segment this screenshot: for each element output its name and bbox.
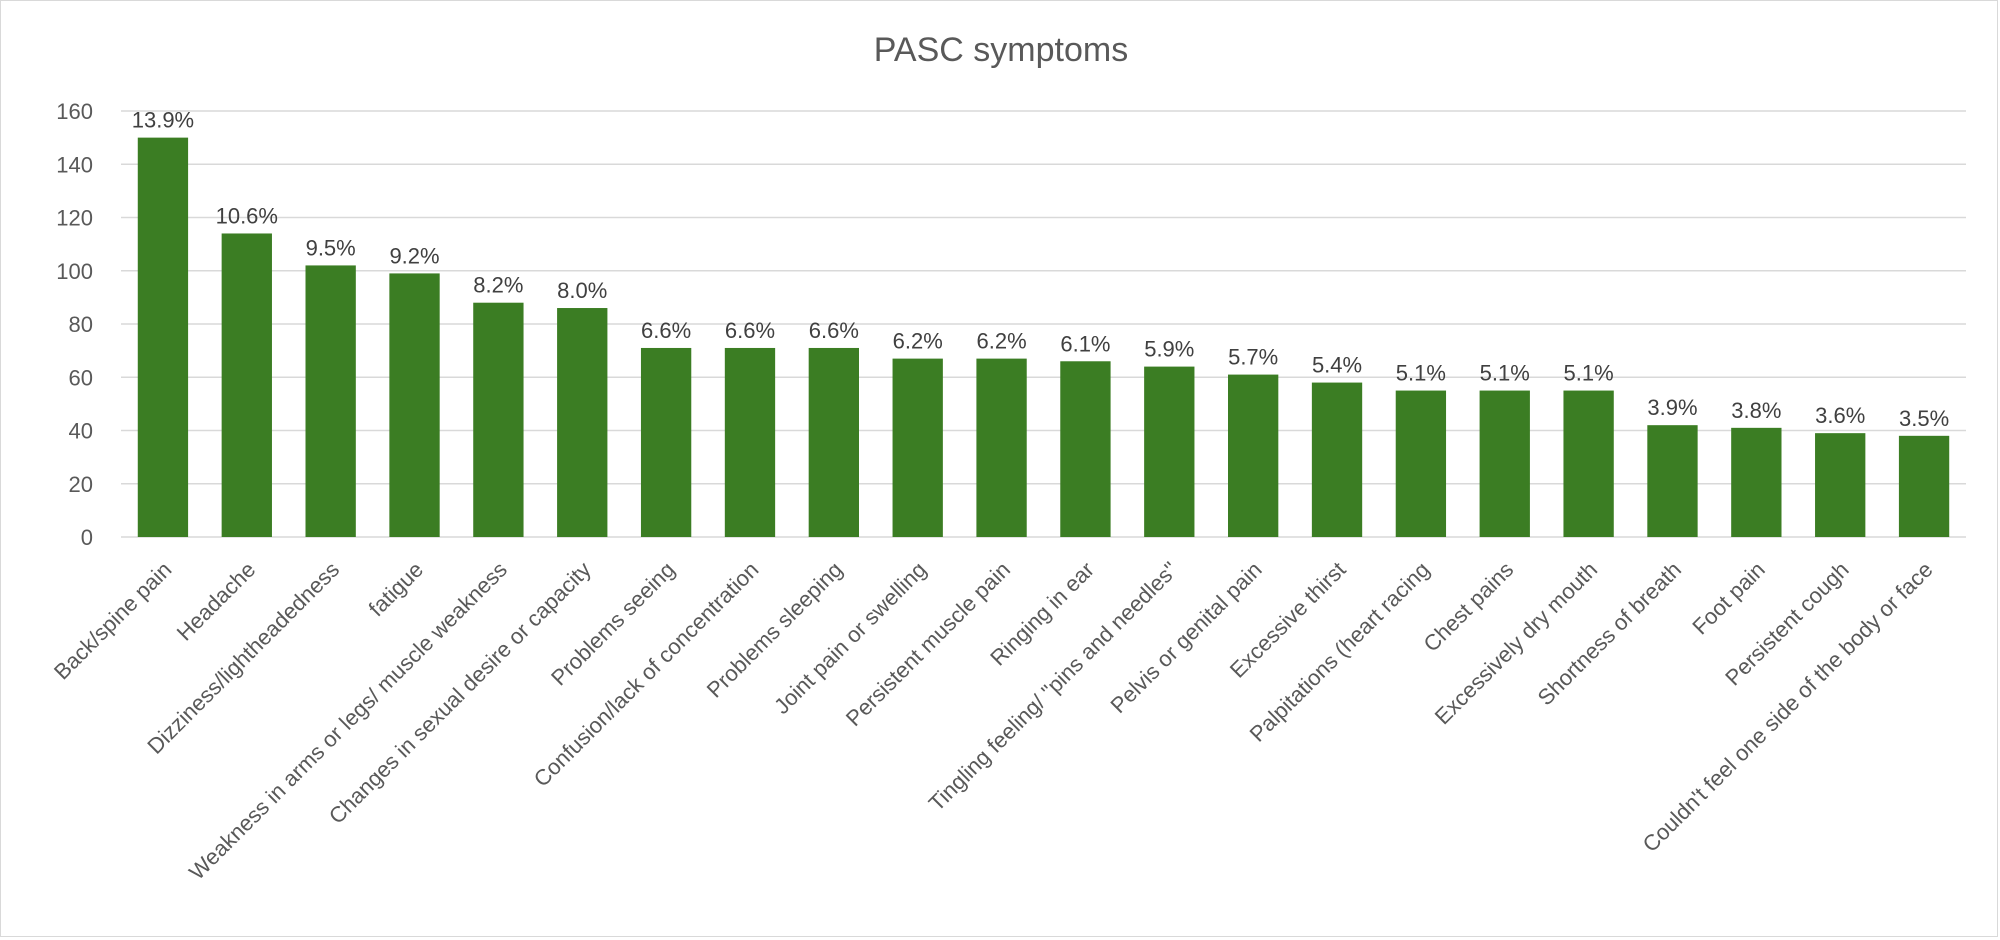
- bar: [1144, 366, 1195, 537]
- bar: [473, 302, 524, 537]
- bar: [1311, 382, 1363, 537]
- data-label: 3.8%: [1731, 398, 1781, 423]
- y-tick-label: 60: [69, 365, 93, 390]
- y-axis-ticks: 0 20 40 60 80 100 120 140 160: [56, 99, 93, 550]
- y-tick-label: 40: [69, 419, 93, 444]
- data-label: 3.5%: [1899, 406, 1949, 431]
- category-label: Foot pain: [1687, 557, 1770, 640]
- y-tick-label: 100: [56, 259, 93, 284]
- bar: [305, 265, 356, 537]
- category-label: Persistent muscle pain: [841, 557, 1015, 731]
- data-label: 10.6%: [216, 203, 278, 228]
- bar: [1898, 435, 1950, 537]
- bar: [1815, 433, 1866, 537]
- data-label: 5.9%: [1144, 337, 1194, 362]
- y-tick-label: 80: [69, 312, 93, 337]
- x-axis-categories: Back/spine painHeadacheDizziness/lighthe…: [49, 557, 1938, 885]
- data-label: 9.5%: [306, 235, 356, 260]
- data-label: 6.6%: [641, 318, 691, 343]
- bar: [1647, 425, 1698, 537]
- data-label: 5.1%: [1564, 361, 1614, 386]
- category-label: Couldn't feel one side of the body or fa…: [1638, 557, 1938, 857]
- data-labels: 13.9% 10.6% 9.5% 9.2% 8.2% 8.0% 6.6% 6.6% 6.6% 6.…: [132, 108, 1949, 431]
- category-label: Pelvis or genital pain: [1105, 557, 1266, 718]
- bar: [724, 347, 776, 537]
- bars: [137, 137, 1950, 537]
- bar: [1731, 427, 1782, 537]
- data-label: 6.6%: [725, 318, 775, 343]
- data-label: 6.1%: [1060, 331, 1110, 356]
- category-label: Excessively dry mouth: [1430, 557, 1602, 729]
- y-tick-label: 140: [56, 152, 93, 177]
- bar: [389, 273, 440, 537]
- bar: [976, 358, 1027, 537]
- data-label: 5.7%: [1228, 345, 1278, 370]
- data-label: 6.6%: [809, 318, 859, 343]
- y-tick-label: 20: [69, 472, 93, 497]
- chart-title: PASC symptoms: [874, 31, 1128, 69]
- bar: [1060, 361, 1111, 537]
- data-label: 13.9%: [132, 108, 194, 133]
- y-tick-label: 120: [56, 206, 93, 231]
- bar: [808, 347, 859, 537]
- y-tick-label: 160: [56, 99, 93, 124]
- data-label: 6.2%: [893, 329, 943, 354]
- category-label: Headache: [172, 557, 261, 646]
- category-label: Weakness in arms or legs/ muscle weaknes…: [184, 557, 512, 885]
- data-label: 3.6%: [1815, 403, 1865, 428]
- bar: [137, 137, 189, 537]
- bar: [557, 308, 608, 537]
- category-label: Shortness of breath: [1533, 557, 1686, 710]
- data-label: 8.0%: [557, 278, 607, 303]
- data-label: 3.9%: [1647, 395, 1697, 420]
- bar: [1563, 390, 1614, 537]
- data-label: 5.1%: [1480, 361, 1530, 386]
- bar: [221, 233, 272, 537]
- category-label: Joint pain or swelling: [769, 557, 931, 719]
- bar: [1479, 390, 1530, 537]
- category-label: Back/spine pain: [49, 557, 177, 685]
- y-tick-label: 0: [81, 525, 93, 550]
- data-label: 6.2%: [976, 329, 1026, 354]
- category-label: fatigue: [364, 557, 428, 621]
- data-label: 5.1%: [1396, 361, 1446, 386]
- data-label: 5.4%: [1312, 353, 1362, 378]
- data-label: 8.2%: [473, 273, 523, 298]
- bar: [892, 358, 943, 537]
- bar: [1228, 374, 1279, 537]
- bar: [1395, 390, 1447, 537]
- data-label: 9.2%: [389, 243, 439, 268]
- bar: [640, 347, 692, 537]
